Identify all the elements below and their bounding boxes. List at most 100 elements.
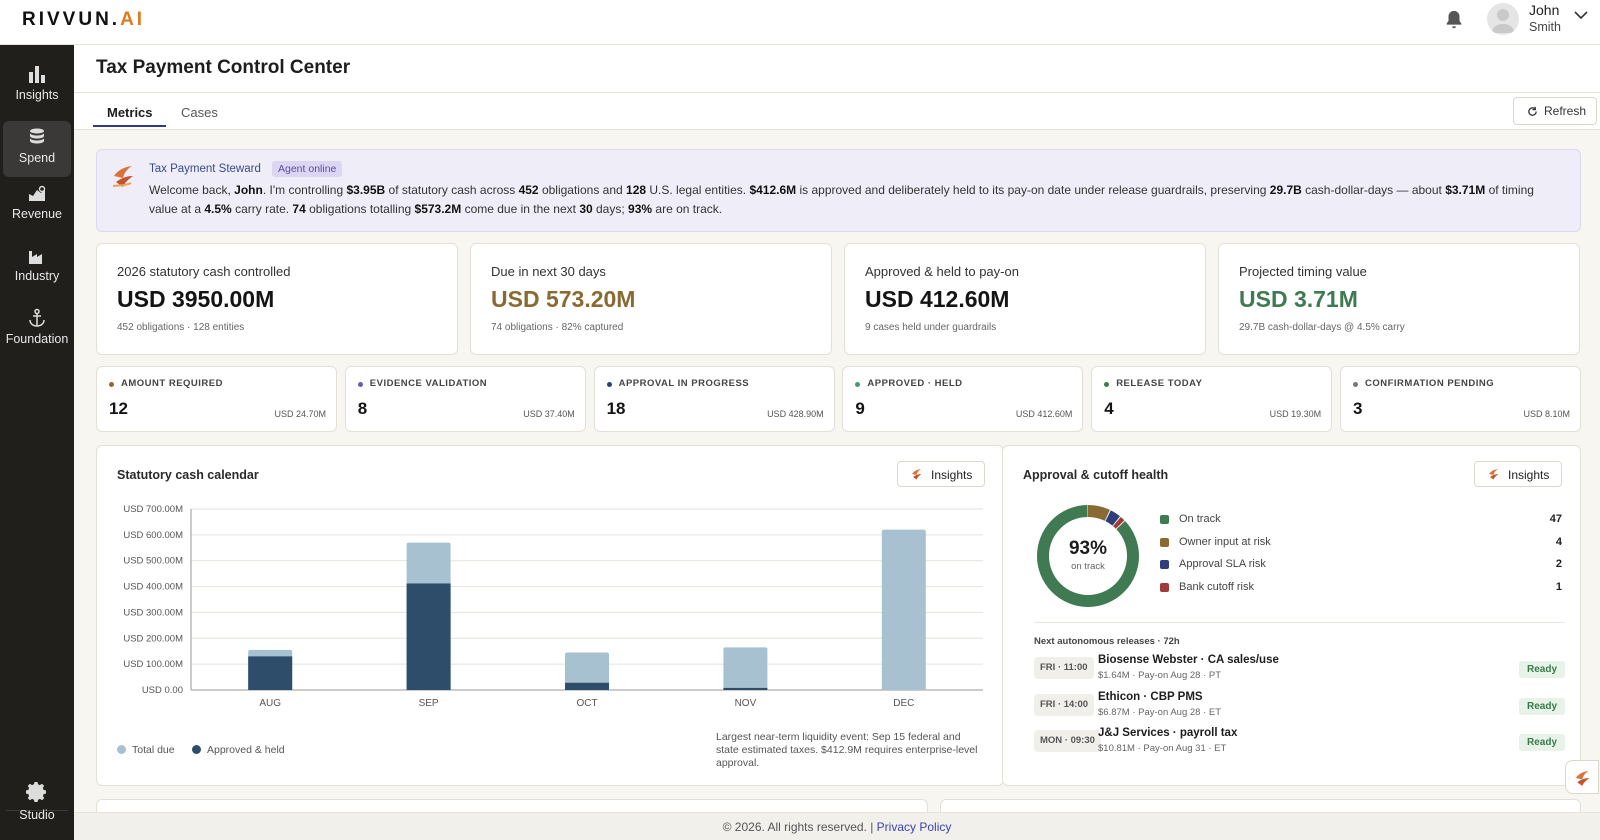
status-swatch xyxy=(1160,583,1169,593)
kpi-value: USD 3.71M xyxy=(1239,286,1358,312)
banner-text-segment: come due in the next xyxy=(461,202,580,216)
insights-button[interactable]: Insights xyxy=(1474,461,1562,487)
user-last-name: Smith xyxy=(1529,20,1561,34)
sidebar-item-foundation[interactable]: Foundation xyxy=(3,308,71,364)
refresh-button[interactable]: Refresh xyxy=(1513,97,1597,125)
bell-icon[interactable] xyxy=(1443,8,1465,32)
cash-calendar-panel: Statutory cash calendar Insights USD 0.0… xyxy=(96,445,1004,786)
banner-highlight: 29.7B xyxy=(1269,183,1302,197)
y-tick-label: USD 600.00M xyxy=(123,530,183,541)
brand-suffix: AI xyxy=(120,9,146,30)
banner-text-segment: Welcome back, xyxy=(149,183,235,197)
legend-total-due: Total due xyxy=(117,744,175,756)
bar-approved-held[interactable] xyxy=(406,583,451,690)
stage-tile[interactable]: APPROVAL IN PROGRESS 18 USD 428.90M xyxy=(593,366,835,432)
release-row[interactable]: FRI · 14:00 Ethicon · CBP PMS $6.87M · Pay… xyxy=(1034,689,1565,723)
stage-tile[interactable]: EVIDENCE VALIDATION 8 USD 37.40M xyxy=(344,366,586,432)
avatar[interactable] xyxy=(1487,3,1519,35)
sidebar-item-insights[interactable]: Insights xyxy=(3,64,71,120)
banner-text-segment: cash-dollar-days — about xyxy=(1301,183,1446,197)
insights-button[interactable]: Insights xyxy=(897,461,985,487)
health-label: Approval SLA risk xyxy=(1179,558,1266,571)
bar-approved-held[interactable] xyxy=(723,687,768,690)
release-name: J&J Services · payroll tax xyxy=(1098,727,1238,739)
cutoff-health-panel: Approval & cutoff health Insights 93% on… xyxy=(1002,445,1581,786)
bar-total-due[interactable] xyxy=(565,652,609,690)
legend-swatch xyxy=(192,745,201,754)
chevron-down-icon[interactable] xyxy=(1574,10,1588,20)
donut-label: on track xyxy=(1071,561,1105,572)
sidebar-item-label: Foundation xyxy=(5,332,69,346)
stage-amount: USD 412.60M xyxy=(1015,409,1073,419)
banner-highlight: $3.71M xyxy=(1445,183,1486,197)
stage-label: AMOUNT REQUIRED xyxy=(121,378,223,389)
banner-text-segment: are on track. xyxy=(652,202,723,216)
factory-icon xyxy=(29,251,42,264)
privacy-policy-link[interactable]: Privacy Policy xyxy=(876,820,952,834)
tab-cases[interactable]: Cases xyxy=(181,105,218,120)
banner-text-segment: is approved and deliberately held to its… xyxy=(796,183,1270,197)
stage-dot xyxy=(855,382,861,387)
agent-status-badge: Agent online xyxy=(272,161,343,177)
next-releases-title: Next autonomous releases · 72h xyxy=(1034,636,1180,647)
brand-name: RIVVUN. xyxy=(22,9,121,30)
y-tick-label: USD 200.00M xyxy=(123,633,183,644)
tab-bar: Metrics Cases xyxy=(74,93,1600,130)
kpi-subtext: 9 cases held under guardrails xyxy=(865,322,997,333)
y-tick-label: USD 700.00M xyxy=(123,504,183,515)
stage-label: APPROVED · HELD xyxy=(867,378,963,389)
banner-text-segment: obligations and xyxy=(538,183,627,197)
legend-label: Approved & held xyxy=(207,744,285,756)
cash-calendar-chart: USD 0.00 USD 100.00M USD 200.00M USD 300.00… xyxy=(123,504,983,709)
tab-metrics[interactable]: Metrics xyxy=(107,105,153,120)
sidebar-item-label: Spend xyxy=(18,151,56,165)
bar-total-due[interactable] xyxy=(723,647,768,690)
release-row[interactable]: MON · 09:30 J&J Services · payroll tax $10… xyxy=(1034,725,1565,759)
insights-label: Insights xyxy=(1508,468,1550,482)
stage-tile[interactable]: CONFIRMATION PENDING 3 USD 8.10M xyxy=(1340,366,1581,432)
revenue-icon xyxy=(29,185,46,201)
panel-title: Approval & cutoff health xyxy=(1023,468,1169,482)
sidebar-item-industry[interactable]: Industry xyxy=(3,247,71,303)
user-menu[interactable]: John Smith xyxy=(1529,2,1561,36)
stage-tile[interactable]: RELEASE TODAY 4 USD 19.30M xyxy=(1091,366,1333,432)
banner-text-segment: days; xyxy=(592,202,629,216)
stage-count: 9 xyxy=(855,399,865,418)
release-detail: $6.87M · Pay-on Aug 28 · ET xyxy=(1098,706,1222,718)
x-tick-label: AUG xyxy=(259,698,281,709)
donut-segment xyxy=(1037,505,1139,607)
stage-count: 18 xyxy=(606,399,626,418)
sidebar-item-spend[interactable]: Spend xyxy=(3,121,71,177)
health-label: Bank cutoff risk xyxy=(1179,581,1254,594)
active-tab-indicator xyxy=(93,125,166,127)
bar-total-due[interactable] xyxy=(881,529,926,690)
kpi-label: 2026 statutory cash controlled xyxy=(117,264,291,279)
stage-label: APPROVAL IN PROGRESS xyxy=(618,378,750,389)
sidebar-item-studio[interactable]: Studio xyxy=(3,780,71,836)
brand-logo[interactable]: RIVVUN.AI xyxy=(22,9,145,31)
banner-highlight: 452 xyxy=(518,183,539,197)
agent-banner: Tax Payment Steward Agent online Welcome… xyxy=(96,149,1581,232)
stage-tile[interactable]: AMOUNT REQUIRED 12 USD 24.70M xyxy=(96,366,337,432)
y-tick-label: USD 500.00M xyxy=(123,556,183,567)
top-bar: RIVVUN.AI John Smith xyxy=(0,0,1600,45)
bar-approved-held[interactable] xyxy=(248,656,293,690)
health-count: 47 xyxy=(1549,513,1562,525)
x-tick-label: NOV xyxy=(735,698,757,709)
stage-tile[interactable]: APPROVED · HELD 9 USD 412.60M xyxy=(842,366,1084,432)
bar-approved-held[interactable] xyxy=(565,682,609,690)
release-row[interactable]: FRI · 11:00 Biosense Webster · CA sales/u… xyxy=(1034,652,1565,686)
kpi-label: Projected timing value xyxy=(1239,264,1367,279)
stage-amount: USD 37.40M xyxy=(523,409,575,419)
stage-label: CONFIRMATION PENDING xyxy=(1365,378,1495,389)
kpi-label: Approved & held to pay-on xyxy=(865,264,1019,279)
stage-label: RELEASE TODAY xyxy=(1116,378,1203,389)
sidebar-item-revenue[interactable]: Revenue xyxy=(3,185,71,241)
donut-segment xyxy=(1037,505,1139,607)
status-swatch xyxy=(1160,515,1169,524)
agent-chat-button[interactable] xyxy=(1565,760,1599,794)
chart-note: Largest near-term liquidity event: Sep 1… xyxy=(716,731,978,769)
stage-dot xyxy=(1353,382,1358,387)
agent-message: Welcome back, John. I'm controlling $3.9… xyxy=(149,181,1549,219)
bar-chart-icon xyxy=(29,66,45,83)
